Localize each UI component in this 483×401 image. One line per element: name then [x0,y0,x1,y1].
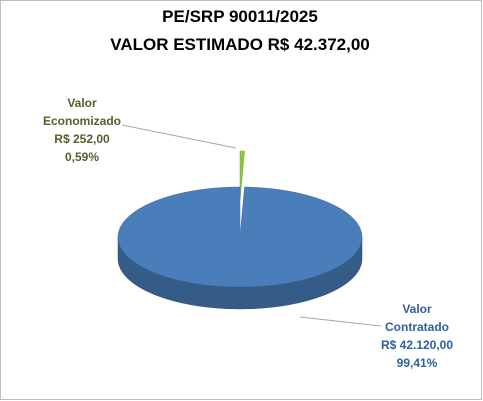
data-label: Valor Contratado R$ 42.120,00 99,41% [369,300,465,372]
value-label: R$ 252,00 [54,132,110,146]
data-label: Valor Economizado R$ 252,00 0,59% [34,94,130,166]
chart-subtitle: VALOR ESTIMADO R$ 42.372,00 [110,35,370,54]
pie-slice [117,186,363,288]
category-label: Valor Economizado [42,96,121,128]
value-label: R$ 42.120,00 [380,338,454,352]
percent-label: 0,59% [64,150,100,164]
pie [117,150,363,310]
category-label: Valor Contratado [385,302,449,334]
leader-line [121,124,237,149]
percent-label: 99,41% [396,356,438,370]
pie-slice [239,150,245,202]
chart-title: PE/SRP 90011/2025 [162,7,318,26]
leader-line [299,316,382,327]
